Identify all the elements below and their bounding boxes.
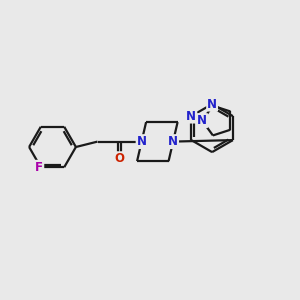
Text: F: F <box>35 161 43 174</box>
Text: N: N <box>136 135 147 148</box>
Text: O: O <box>114 152 124 165</box>
Text: N: N <box>168 135 178 148</box>
Text: N: N <box>197 114 207 127</box>
Text: N: N <box>186 110 196 123</box>
Text: N: N <box>207 98 217 111</box>
